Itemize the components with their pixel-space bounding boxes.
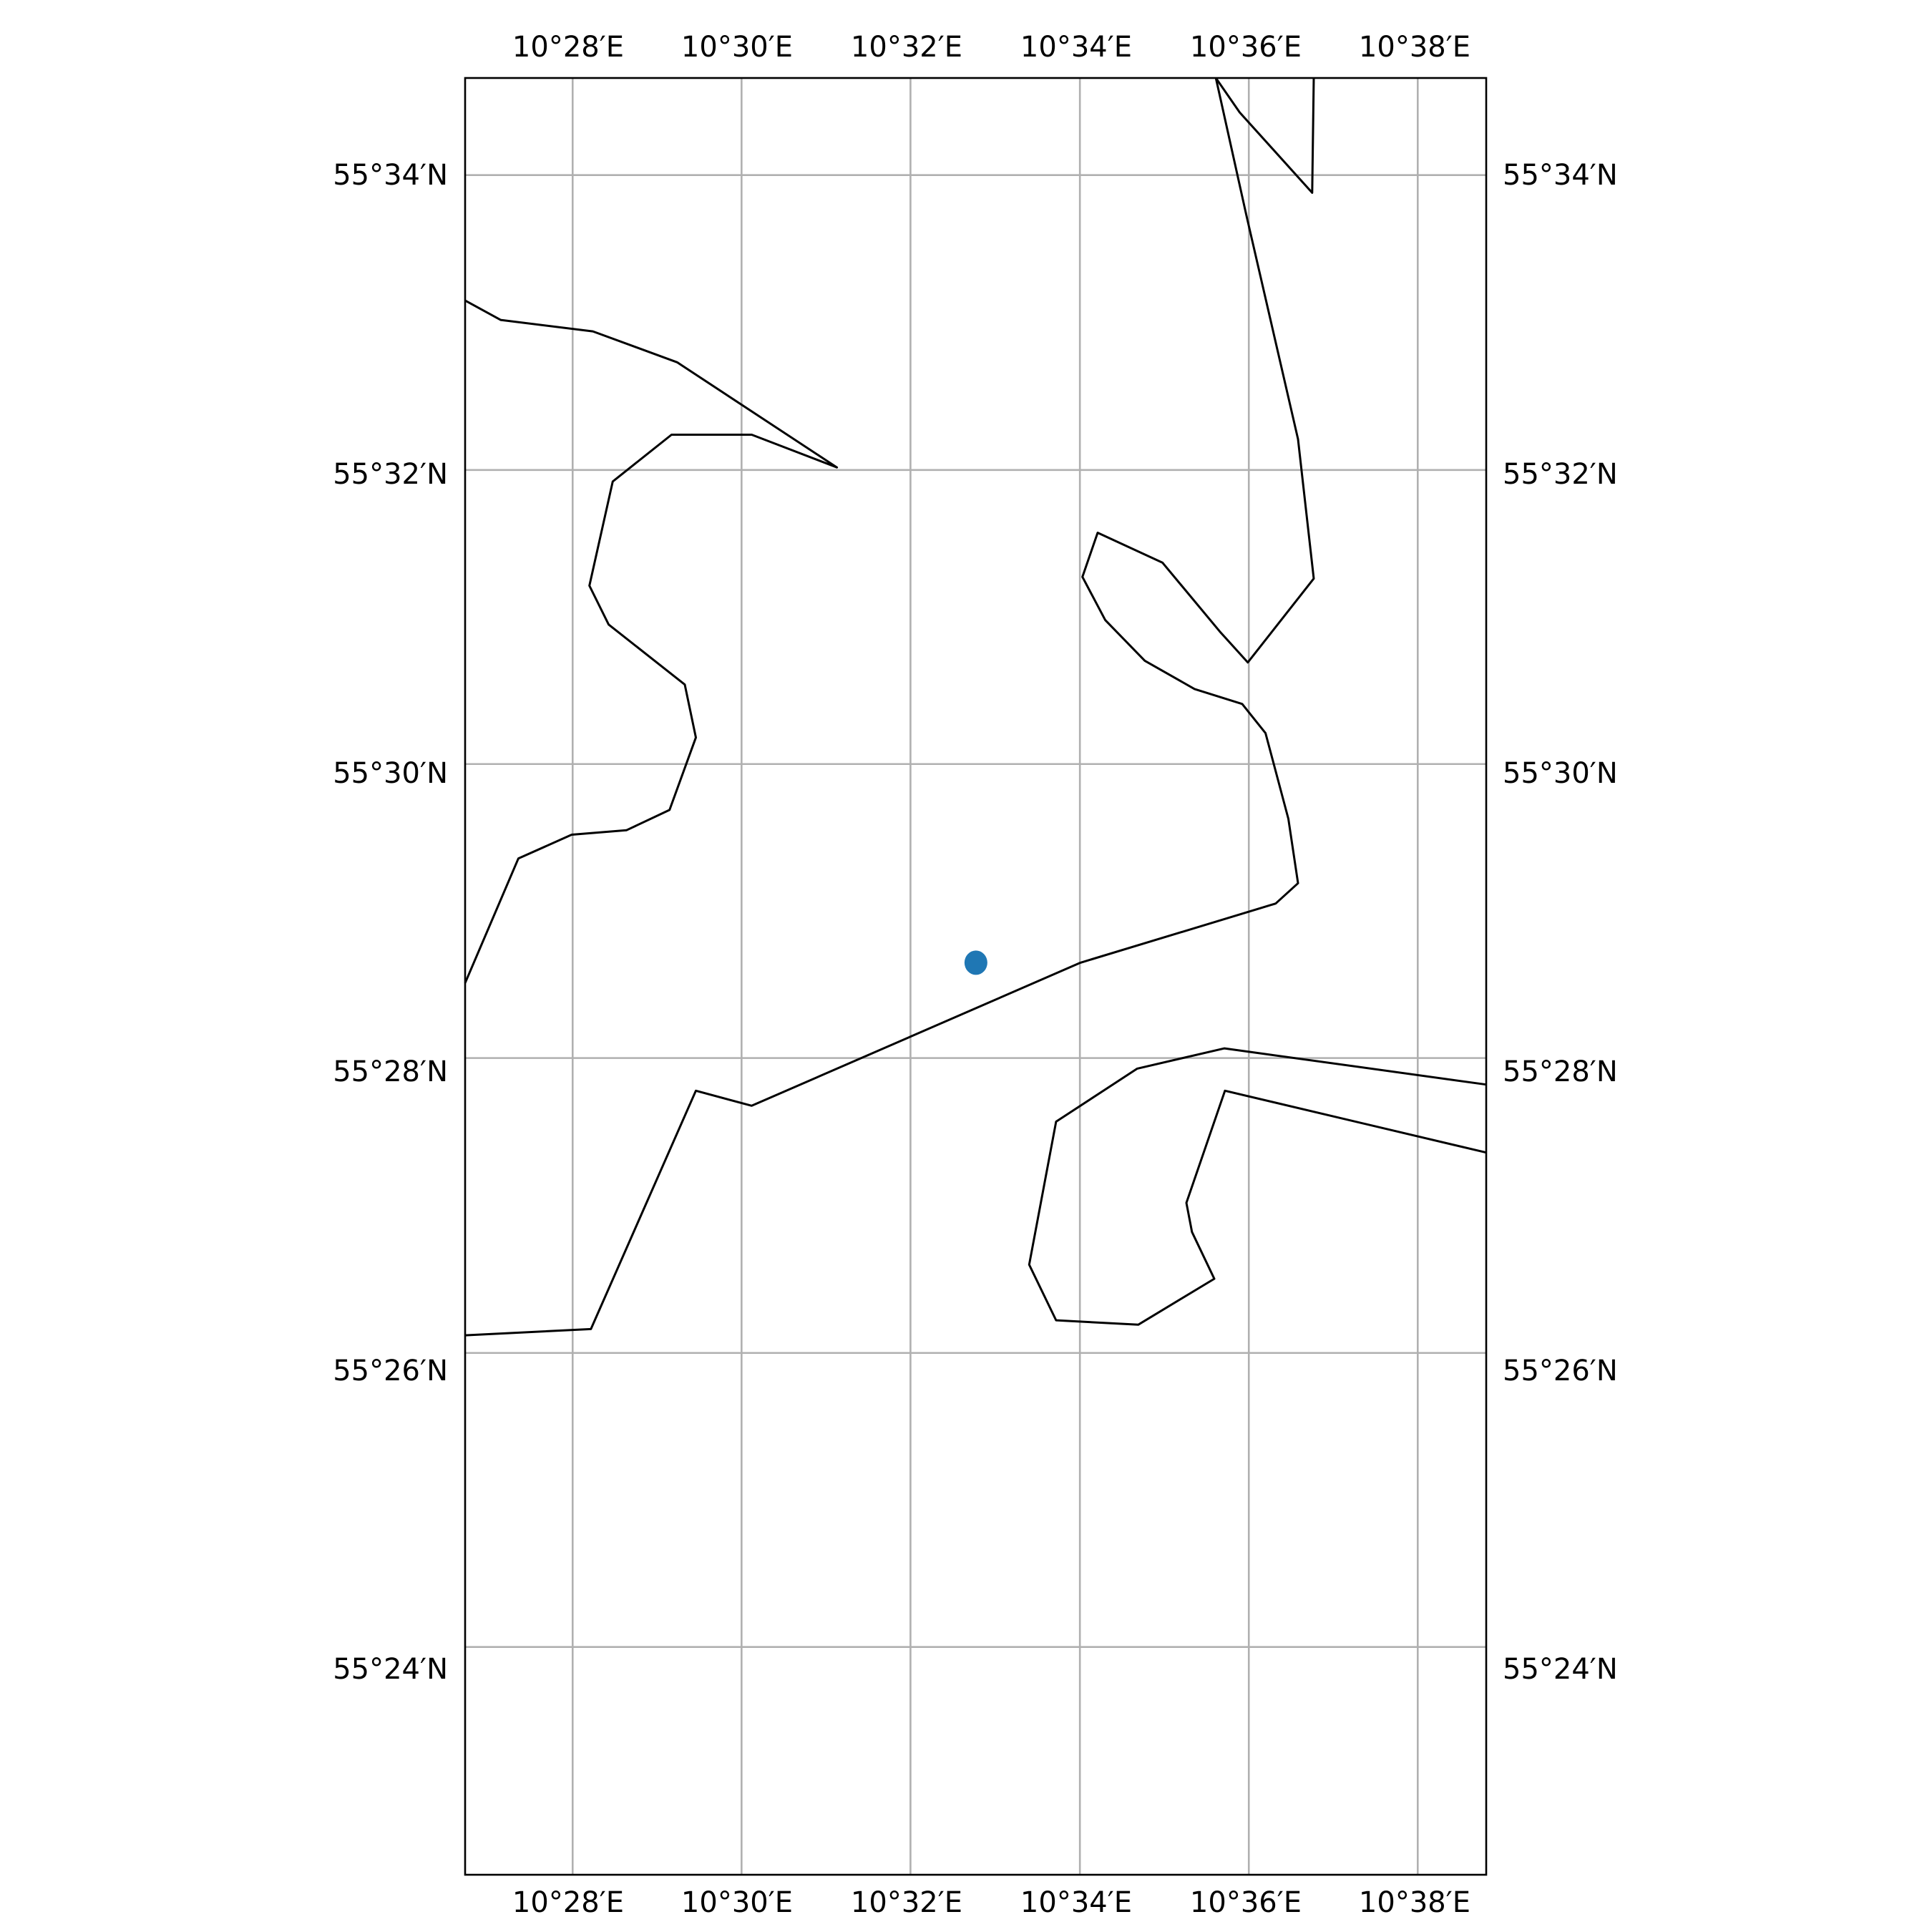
lat-label-left: 55°28′N: [333, 1055, 448, 1088]
coastline: [464, 299, 839, 984]
lon-label-bottom: 10°30′E: [681, 1886, 793, 1919]
right-latitude-labels: 55°24′N 55°26′N 55°28′N 55°30′N 55°32′N …: [1503, 159, 1618, 1686]
lat-label-left: 55°24′N: [333, 1653, 448, 1686]
left-latitude-labels: 55°24′N 55°26′N 55°28′N 55°30′N 55°32′N …: [333, 159, 448, 1686]
top-longitude-labels: 10°28′E 10°30′E 10°32′E 10°34′E 10°36′E …: [512, 31, 1470, 64]
lon-label-top: 10°32′E: [851, 31, 962, 64]
coastline: [1214, 77, 1315, 194]
location-markers: [964, 950, 987, 975]
map-frame: [464, 77, 1488, 1876]
lon-label-top: 10°28′E: [512, 31, 624, 64]
lat-label-right: 55°32′N: [1503, 458, 1618, 491]
location-marker: [964, 950, 987, 975]
lon-label-top: 10°30′E: [681, 31, 793, 64]
coastline: [1028, 1047, 1487, 1326]
lon-label-bottom: 10°36′E: [1190, 1886, 1302, 1919]
lat-label-left: 55°34′N: [333, 159, 448, 192]
lon-label-top: 10°38′E: [1359, 31, 1470, 64]
coastlines: [464, 77, 1487, 1337]
lon-label-top: 10°34′E: [1020, 31, 1132, 64]
gridlines: [465, 78, 1486, 1875]
lon-label-bottom: 10°38′E: [1359, 1886, 1470, 1919]
lat-label-right: 55°34′N: [1503, 159, 1618, 192]
lat-label-left: 55°26′N: [333, 1355, 448, 1387]
lon-label-bottom: 10°34′E: [1020, 1886, 1132, 1919]
lon-label-bottom: 10°32′E: [851, 1886, 962, 1919]
lat-label-right: 55°24′N: [1503, 1653, 1618, 1686]
lat-label-left: 55°30′N: [333, 757, 448, 790]
lat-label-right: 55°30′N: [1503, 757, 1618, 790]
lat-label-right: 55°26′N: [1503, 1355, 1618, 1387]
lat-label-left: 55°32′N: [333, 458, 448, 491]
lat-label-right: 55°28′N: [1503, 1055, 1618, 1088]
coastline: [464, 77, 1315, 1337]
bottom-longitude-labels: 10°28′E 10°30′E 10°32′E 10°34′E 10°36′E …: [512, 1886, 1470, 1919]
lon-label-top: 10°36′E: [1190, 31, 1302, 64]
lon-label-bottom: 10°28′E: [512, 1886, 624, 1919]
